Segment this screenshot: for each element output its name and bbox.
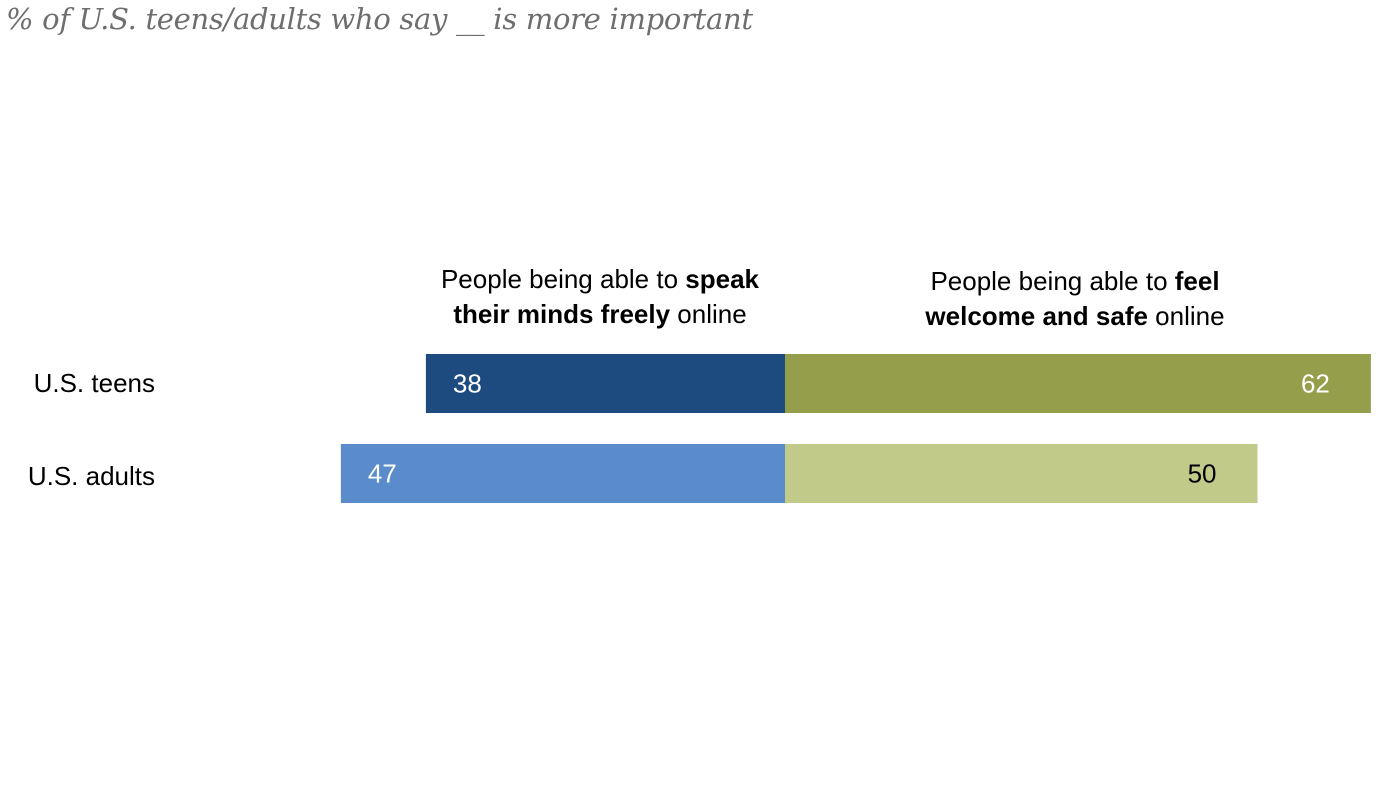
row-label-teens: U.S. teens	[33, 368, 155, 398]
left-header-bold: speak their minds freely	[453, 264, 760, 329]
left-header-suffix: online	[670, 299, 747, 329]
chart-subtitle: % of U.S. teens/adults who say __ is mor…	[6, 2, 753, 36]
bar-teens-feel-welcome	[785, 354, 1371, 413]
right-column-header: People being able to feel welcome and sa…	[880, 264, 1270, 334]
row-label-adults: U.S. adults	[27, 461, 155, 491]
bar-adults-feel-welcome	[785, 444, 1258, 503]
value-label-teens-feel-welcome: 62	[1301, 369, 1330, 399]
left-header-prefix: People being able to	[440, 264, 686, 294]
right-header-prefix: People being able to	[930, 266, 1175, 296]
value-label-teens-speak-freely: 38	[453, 369, 482, 399]
right-header-suffix: online	[1147, 301, 1225, 331]
value-label-adults-speak-freely: 47	[368, 459, 397, 489]
left-column-header: People being able to speak their minds f…	[410, 262, 790, 332]
right-header-bold: feel welcome and safe	[925, 266, 1220, 331]
bar-teens-speak-freely	[425, 354, 785, 413]
value-label-adults-feel-welcome: 50	[1188, 459, 1217, 489]
bar-adults-speak-freely	[340, 444, 785, 503]
